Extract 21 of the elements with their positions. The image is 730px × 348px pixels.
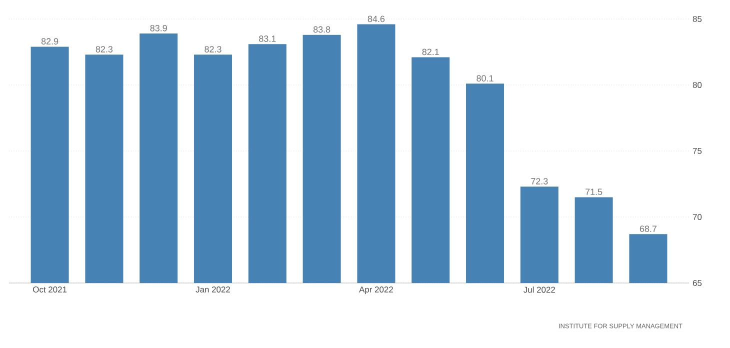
data-label: 80.1: [476, 75, 494, 82]
data-label: 84.6: [368, 16, 385, 22]
data-label: 83.8: [313, 26, 330, 33]
data-label: 83.9: [150, 24, 167, 32]
data-label: 72.3: [531, 178, 548, 184]
x-tick-label: Apr 2022: [359, 286, 393, 294]
y-tick-label: 80: [692, 82, 702, 88]
data-label: 68.7: [640, 226, 656, 232]
x-tick-label: Oct 2021: [33, 286, 67, 293]
data-label: 83.1: [259, 36, 276, 42]
x-tick-label: Jan 2022: [196, 286, 230, 293]
data-label: 71.5: [586, 188, 602, 196]
data-label: 82.9: [41, 38, 58, 45]
y-tick-label: 70: [692, 214, 702, 220]
y-tick-label: 85: [692, 16, 702, 22]
data-label: 82.1: [422, 48, 439, 56]
y-tick-label: 65: [692, 280, 702, 286]
data-label: 82.3: [204, 46, 222, 52]
data-label: 82.3: [96, 46, 113, 52]
y-tick-label: 75: [692, 148, 702, 154]
x-tick-label: Jul 2022: [524, 286, 555, 293]
